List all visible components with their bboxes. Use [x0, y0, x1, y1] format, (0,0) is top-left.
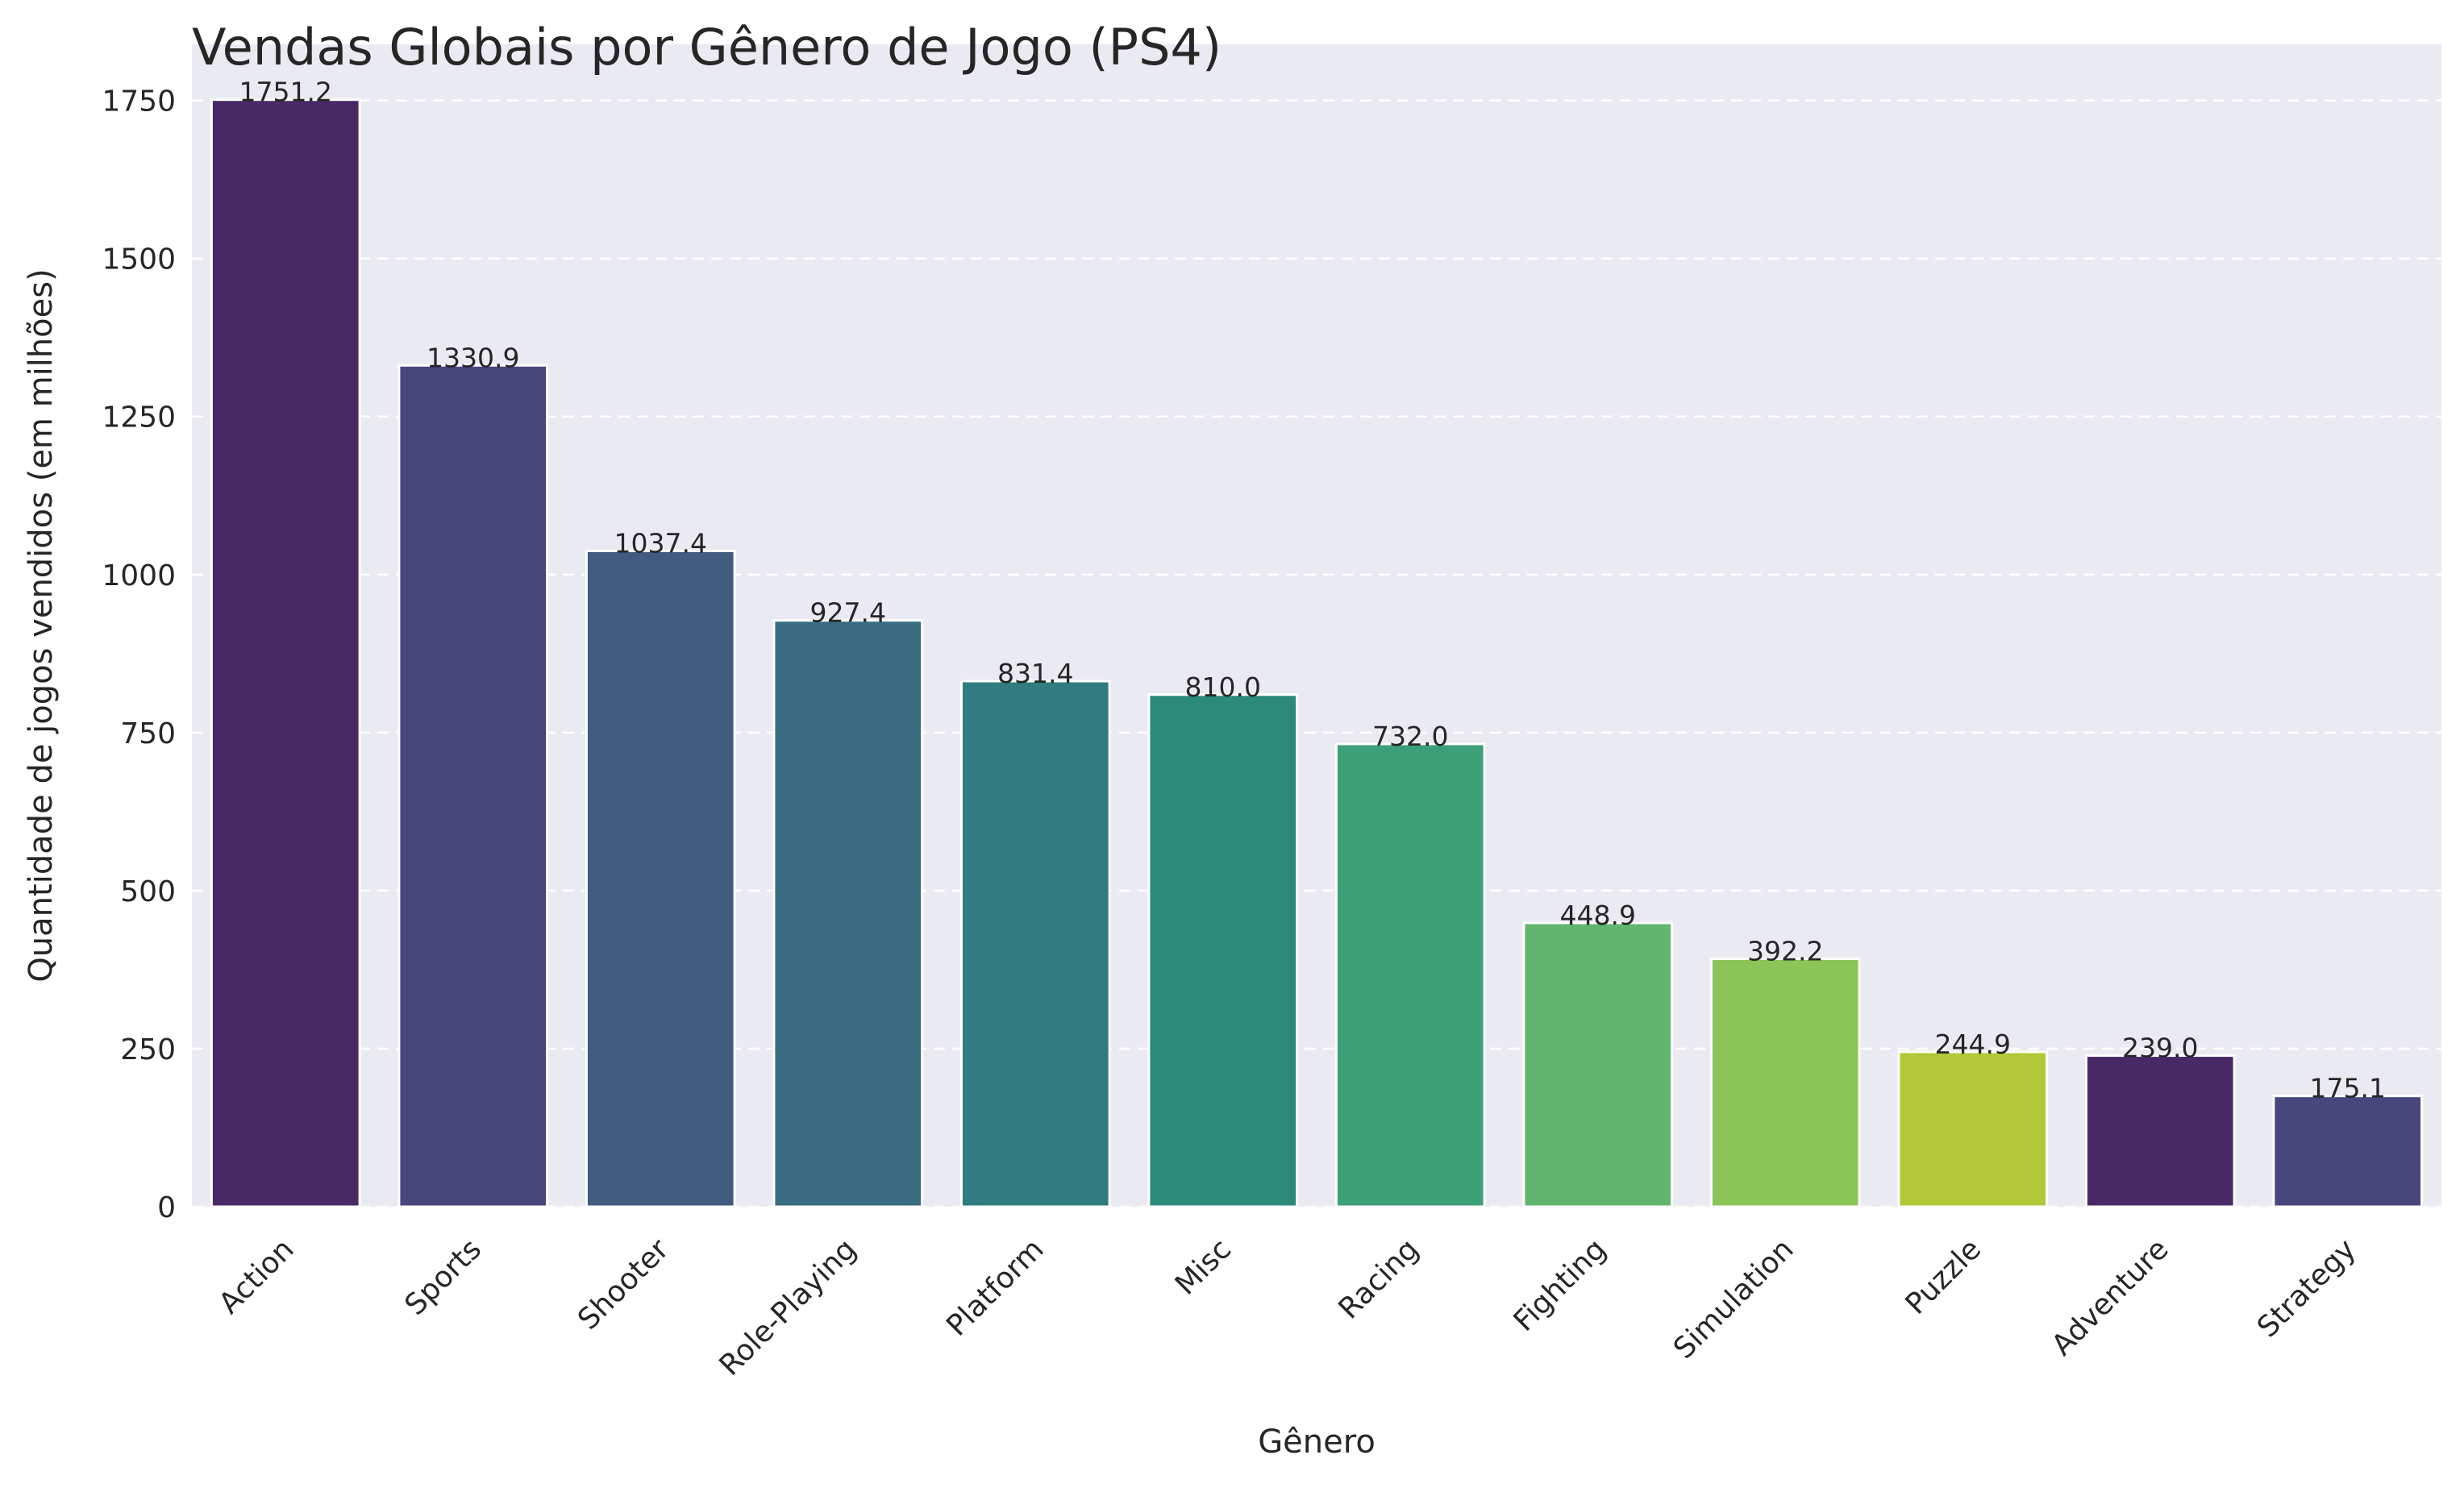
data-label: 1330.9 [427, 342, 519, 373]
x-tick-label: Fighting [1508, 1232, 1613, 1337]
y-tick-label: 1000 [102, 559, 176, 592]
data-label: 239.0 [2122, 1033, 2198, 1064]
y-tick-label: 1500 [102, 243, 176, 276]
y-tick-label: 750 [120, 717, 176, 750]
y-tick-label: 0 [157, 1191, 176, 1224]
x-tick-label: Platform [940, 1232, 1050, 1342]
bar-strategy [2272, 1095, 2424, 1208]
x-tick-label: Sports [399, 1232, 489, 1322]
x-tick-label: Shooter [572, 1232, 676, 1336]
bar-puzzle [1897, 1050, 2049, 1208]
data-label: 927.4 [810, 597, 886, 629]
data-labels: 1751.2 1330.9 1037.4 927.4 831.4 810.0 732.0 44… [239, 77, 2386, 1104]
data-label: 1751.2 [239, 77, 332, 108]
bars [210, 98, 2424, 1208]
data-label: 392.2 [1747, 935, 1823, 966]
bar-adventure [2084, 1054, 2236, 1208]
chart-title: Vendas Globais por Gênero de Jogo (PS4) [192, 18, 1222, 77]
data-label: 1037.4 [614, 527, 707, 559]
y-tick-label: 250 [120, 1033, 176, 1066]
bar-role-playing [772, 619, 924, 1208]
x-tick-label: Simulation [1667, 1232, 1800, 1365]
data-label: 732.0 [1372, 721, 1448, 752]
data-label: 810.0 [1185, 671, 1261, 703]
bar-misc [1147, 693, 1299, 1208]
bar-sports [397, 364, 549, 1208]
x-tick-label: Strategy [2251, 1232, 2362, 1344]
bar-fighting [1522, 921, 1674, 1208]
x-tick-label: Action [213, 1232, 301, 1320]
x-tick-label: Adventure [2046, 1232, 2175, 1362]
bar-racing [1334, 742, 1486, 1208]
plot-background [192, 44, 2441, 1207]
x-tick-label: Role-Playing [714, 1232, 863, 1382]
data-label: 448.9 [1560, 900, 1636, 931]
data-label: 831.4 [997, 658, 1073, 689]
y-axis-ticks: 0 250 500 750 1000 1250 1500 1750 [102, 85, 176, 1224]
bar-shooter [585, 549, 736, 1208]
y-tick-label: 500 [120, 875, 176, 908]
x-axis-label: Gênero [1258, 1424, 1376, 1461]
gridlines [192, 99, 2441, 1208]
bar-action [210, 98, 361, 1208]
bar-simulation [1709, 957, 1861, 1208]
x-tick-label: Racing [1333, 1232, 1426, 1325]
bar-platform [959, 680, 1111, 1208]
y-tick-label: 1250 [102, 401, 176, 434]
y-axis-label: Quantidade de jogos vendidos (em milhões… [23, 268, 60, 982]
x-tick-label: Puzzle [1900, 1232, 1987, 1320]
data-label: 175.1 [2310, 1073, 2386, 1104]
x-axis-ticks: Action Sports Shooter Role-Playing Platform M… [213, 1232, 2362, 1382]
x-tick-label: Misc [1169, 1232, 1238, 1301]
data-label: 244.9 [1935, 1029, 2011, 1060]
y-tick-label: 1750 [102, 85, 176, 118]
